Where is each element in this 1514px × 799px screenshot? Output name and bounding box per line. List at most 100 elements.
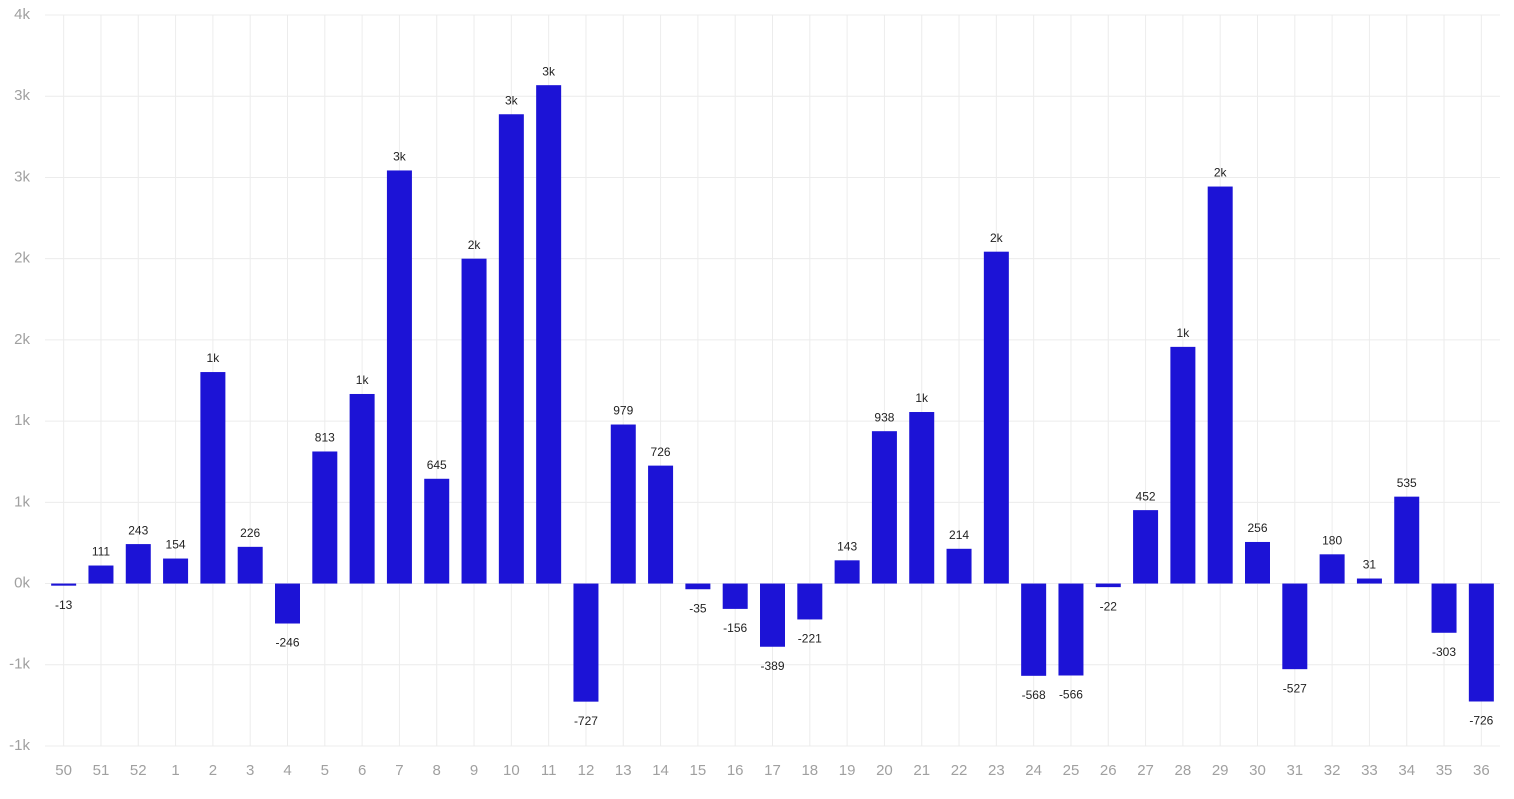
x-tick-label: 31 <box>1286 762 1303 779</box>
value-label: -389 <box>760 659 784 673</box>
x-tick-label: 52 <box>130 762 147 779</box>
x-tick-label: 16 <box>727 762 744 779</box>
bar <box>1133 510 1159 584</box>
bar <box>1058 583 1084 676</box>
value-label: 214 <box>949 528 969 542</box>
x-tick-label: 36 <box>1473 762 1490 779</box>
bar <box>1356 578 1382 584</box>
value-label: -221 <box>798 632 822 646</box>
value-label: 154 <box>166 538 186 552</box>
value-label: 2k <box>1214 166 1228 180</box>
x-tick-label: 22 <box>951 762 968 779</box>
value-label: 1k <box>207 351 221 365</box>
value-label: 979 <box>613 404 633 418</box>
value-label: -303 <box>1432 645 1456 659</box>
value-label: -568 <box>1022 688 1046 702</box>
y-tick-label: -1k <box>9 656 30 673</box>
value-label: 3k <box>542 64 556 78</box>
bar <box>200 372 226 584</box>
bar <box>536 85 562 584</box>
x-tick-label: 12 <box>578 762 595 779</box>
x-tick-label: 10 <box>503 762 520 779</box>
value-label: 726 <box>651 445 671 459</box>
bar <box>610 424 636 584</box>
bar <box>125 544 151 584</box>
bar <box>760 583 785 647</box>
value-label: 1k <box>356 373 370 387</box>
bar <box>349 393 375 584</box>
value-label: 111 <box>92 545 111 559</box>
value-label: 1k <box>915 391 929 405</box>
y-tick-label: 2k <box>14 250 30 267</box>
bar <box>1282 583 1308 670</box>
x-tick-label: 35 <box>1436 762 1453 779</box>
x-tick-label: 29 <box>1212 762 1229 779</box>
value-label: -22 <box>1100 599 1118 613</box>
value-label: 938 <box>874 410 894 424</box>
bar <box>312 451 338 584</box>
value-label: 180 <box>1322 533 1342 547</box>
value-label: 3k <box>393 150 407 164</box>
x-tick-label: 9 <box>470 762 478 779</box>
bar <box>1170 346 1196 584</box>
value-label: 1k <box>1177 326 1191 340</box>
bar <box>648 465 674 584</box>
value-label: 813 <box>315 431 335 445</box>
bar <box>797 583 823 620</box>
bar <box>834 560 860 584</box>
value-label: -246 <box>275 636 299 650</box>
bar <box>498 114 524 584</box>
x-tick-label: 2 <box>209 762 217 779</box>
x-tick-label: 26 <box>1100 762 1117 779</box>
x-tick-label: 17 <box>764 762 781 779</box>
value-label: 256 <box>1247 521 1267 535</box>
x-tick-label: 20 <box>876 762 893 779</box>
bar <box>1021 583 1047 676</box>
bar <box>1394 496 1420 584</box>
bar <box>685 583 711 590</box>
y-tick-label: 1k <box>14 412 30 429</box>
x-tick-label: 34 <box>1398 762 1415 779</box>
bar <box>1468 583 1494 702</box>
x-tick-label: 51 <box>93 762 110 779</box>
x-tick-label: 8 <box>433 762 441 779</box>
bar <box>51 583 77 586</box>
bar <box>386 170 412 584</box>
x-tick-label: 24 <box>1025 762 1042 779</box>
bar <box>163 558 189 584</box>
value-label: 645 <box>427 458 447 472</box>
y-tick-label: -1k <box>9 737 30 754</box>
x-tick-label: 7 <box>395 762 403 779</box>
x-tick-label: 6 <box>358 762 366 779</box>
bar <box>722 583 748 609</box>
value-label: -35 <box>689 601 707 615</box>
value-label: 143 <box>837 539 857 553</box>
bar <box>946 548 972 584</box>
bar <box>237 546 263 584</box>
value-label: 535 <box>1397 476 1417 490</box>
x-tick-label: 14 <box>652 762 669 779</box>
value-label: 31 <box>1363 558 1377 572</box>
value-label: 2k <box>990 231 1004 245</box>
x-tick-label: 15 <box>690 762 707 779</box>
x-tick-label: 18 <box>801 762 818 779</box>
y-tick-label: 3k <box>14 87 30 104</box>
value-label: 2k <box>468 238 482 252</box>
x-tick-label: 5 <box>321 762 329 779</box>
value-label: -13 <box>55 598 73 612</box>
value-label: 3k <box>505 93 519 107</box>
bar <box>461 258 487 584</box>
x-tick-label: 21 <box>913 762 930 779</box>
bar <box>909 412 935 584</box>
bar <box>1431 583 1457 633</box>
y-tick-label: 1k <box>14 493 30 510</box>
value-label: -527 <box>1283 681 1307 695</box>
value-label: -727 <box>574 714 598 728</box>
y-tick-label: 3k <box>14 168 30 185</box>
x-tick-label: 32 <box>1324 762 1341 779</box>
y-tick-label: 4k <box>14 6 30 23</box>
value-label: -726 <box>1469 714 1493 728</box>
bar <box>1095 583 1121 588</box>
y-tick-label: 0k <box>14 575 30 592</box>
